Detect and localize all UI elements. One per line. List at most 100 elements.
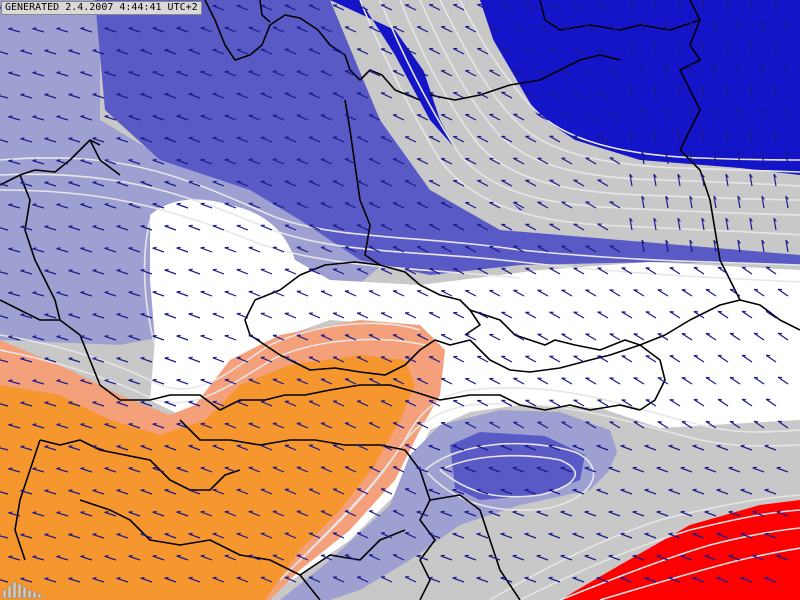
wind-arrow — [344, 290, 357, 297]
wind-arrow — [641, 240, 645, 253]
wind-arrow — [284, 356, 297, 363]
wind-arrow — [585, 289, 597, 297]
wind-arrow — [440, 378, 453, 385]
wind-arrow — [392, 554, 405, 561]
wind-arrow — [465, 114, 477, 121]
wind-arrow-head — [665, 63, 669, 68]
wind-arrow — [489, 25, 501, 33]
wind-arrow-head — [116, 137, 121, 139]
wind-arrow-head — [152, 466, 157, 469]
wind-arrow — [501, 179, 513, 187]
wind-arrow — [164, 489, 177, 495]
wind-arrow-head — [665, 239, 669, 244]
wind-arrow-head — [116, 401, 121, 403]
wind-arrow — [20, 402, 33, 407]
wind-arrow-head — [140, 269, 145, 271]
wind-arrow-head — [212, 576, 217, 579]
wind-arrow — [140, 269, 153, 275]
wind-arrow-head — [630, 0, 633, 2]
wind-arrow — [573, 179, 585, 187]
wind-arrow — [525, 91, 537, 99]
wind-arrow-head — [785, 107, 789, 112]
wind-arrow — [320, 466, 333, 473]
wind-arrow — [368, 290, 381, 297]
wind-arrow-head — [476, 532, 481, 535]
wind-arrow — [452, 577, 465, 583]
wind-arrow-head — [164, 444, 169, 447]
wind-arrow — [741, 354, 753, 363]
wind-arrow-head — [56, 115, 61, 118]
wind-arrow — [596, 445, 609, 451]
wind-arrow-head — [740, 532, 745, 535]
wind-arrow-head — [92, 49, 97, 51]
wind-arrow — [609, 25, 621, 33]
wind-arrow — [32, 380, 45, 385]
wind-arrow-head — [152, 26, 157, 29]
wind-arrow — [272, 466, 285, 473]
wind-arrow — [80, 27, 93, 33]
wind-arrow — [729, 332, 741, 341]
wind-arrow — [140, 181, 153, 187]
wind-arrow — [644, 445, 657, 451]
wind-arrow-head — [752, 466, 757, 469]
wind-arrow — [488, 511, 501, 517]
wind-arrow — [308, 576, 321, 583]
wind-arrow — [641, 108, 645, 121]
wind-arrow — [176, 27, 189, 33]
wind-arrow — [677, 86, 681, 99]
wind-arrow-head — [728, 510, 733, 513]
wind-arrow-head — [741, 266, 747, 269]
wind-arrow-head — [44, 49, 49, 52]
wind-arrow-head — [212, 268, 217, 271]
wind-arrow — [705, 376, 717, 385]
wind-arrow-head — [152, 378, 157, 381]
wind-arrow-head — [725, 41, 729, 46]
wind-arrow — [620, 445, 633, 451]
wind-arrow — [573, 311, 585, 319]
wind-arrow — [680, 511, 693, 517]
wind-arrow — [681, 289, 693, 297]
wind-arrow — [356, 400, 369, 407]
wind-arrow — [465, 290, 477, 297]
wind-arrow-head — [20, 313, 25, 316]
wind-arrow — [500, 445, 513, 451]
wind-arrow-head — [212, 48, 217, 51]
wind-arrow — [440, 114, 453, 121]
wind-arrow — [272, 70, 285, 77]
wind-arrow — [404, 4, 417, 11]
wind-arrow-head — [128, 423, 133, 425]
wind-arrow-head — [92, 269, 97, 271]
wind-arrow — [236, 401, 249, 407]
wind-arrow-head — [92, 489, 97, 491]
wind-arrow — [368, 466, 381, 473]
wind-arrow-head — [104, 71, 109, 73]
wind-arrow — [464, 511, 477, 517]
wind-arrow — [561, 289, 573, 297]
wind-arrow-head — [740, 444, 745, 447]
wind-arrow — [597, 47, 609, 55]
field-mid-blue-north — [95, 0, 800, 275]
wind-arrow-head — [726, 0, 729, 2]
wind-arrow — [164, 313, 177, 319]
wind-arrow — [561, 113, 573, 121]
wind-arrow-head — [665, 19, 669, 24]
wind-arrow — [549, 135, 561, 143]
wind-arrow — [212, 137, 225, 143]
wind-arrow-head — [632, 554, 637, 557]
wind-arrow — [176, 247, 189, 253]
wind-arrow — [653, 218, 657, 231]
wind-arrow — [764, 445, 777, 451]
wind-arrow — [489, 245, 501, 253]
wind-arrow-head — [176, 202, 181, 205]
wind-arrow — [428, 180, 441, 187]
wind-arrow — [404, 400, 417, 407]
wind-arrow-head — [728, 466, 733, 469]
wind-arrow — [344, 202, 357, 209]
wind-arrow-head — [428, 532, 433, 535]
wind-arrow-head — [68, 577, 73, 580]
wind-arrow — [332, 92, 345, 99]
wind-arrow-head — [140, 357, 145, 359]
wind-arrow — [224, 335, 237, 341]
wind-arrow — [741, 398, 753, 407]
